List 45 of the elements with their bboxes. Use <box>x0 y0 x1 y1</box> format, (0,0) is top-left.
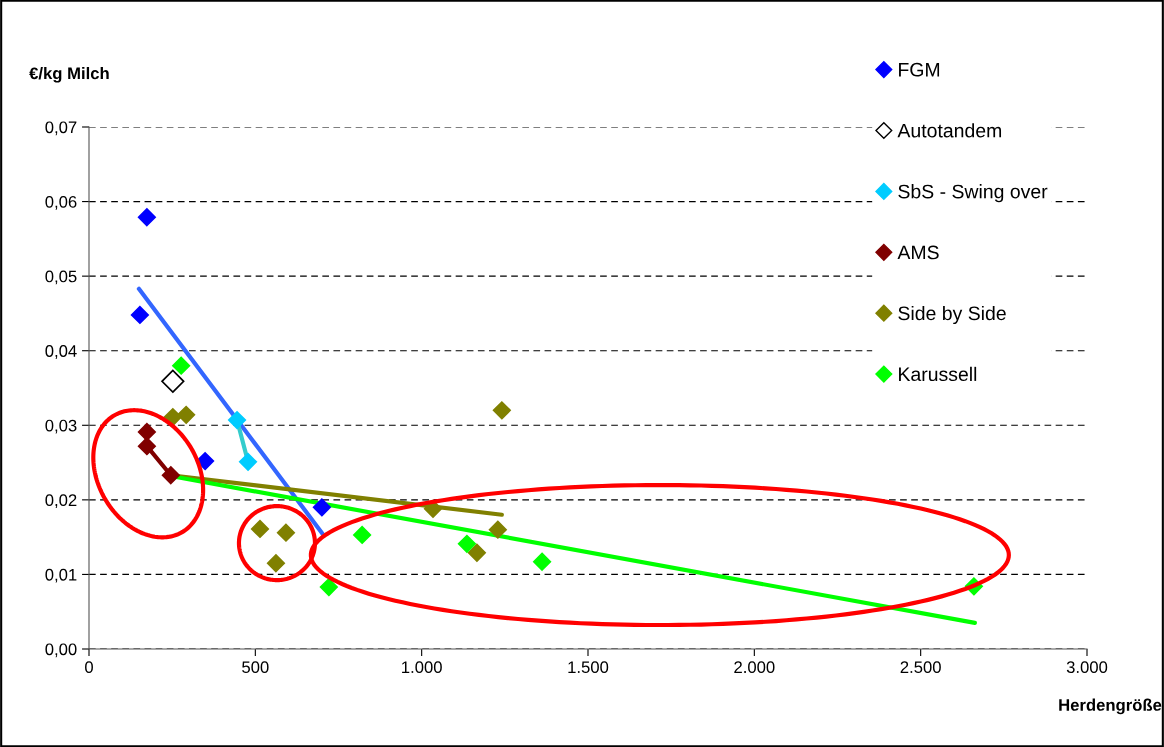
point <box>533 552 552 571</box>
x-tick-label: 1.000 <box>402 661 442 674</box>
legend-label: Karussell <box>899 366 977 382</box>
x-tick-label: 500 <box>242 661 269 674</box>
point <box>312 498 331 517</box>
point <box>488 520 507 539</box>
y-tick-label: 0,07 <box>45 121 77 136</box>
point <box>196 451 215 471</box>
y-tick-label: 0,04 <box>45 345 77 359</box>
x-axis-title: Herdengröße <box>1059 698 1162 715</box>
x-tick-label: 2.500 <box>900 661 941 674</box>
point <box>137 422 156 442</box>
legend-label: FGM <box>899 62 940 77</box>
y-axis-title: €/kg Milch <box>29 67 109 83</box>
x-tick-label: 0 <box>85 661 93 674</box>
point <box>137 208 156 227</box>
y-tick-label: 0,05 <box>45 270 77 285</box>
y-tick-label: 0,03 <box>45 419 77 434</box>
legend-label: Autotandem <box>897 123 1002 138</box>
point <box>353 525 372 544</box>
x-tick-label: 1.500 <box>568 661 609 674</box>
legend-label: SbS - Swing over <box>898 184 1048 203</box>
point <box>492 401 511 420</box>
y-tick-label: 0,02 <box>45 494 77 509</box>
point <box>161 369 185 393</box>
point <box>177 405 196 424</box>
point <box>172 356 191 375</box>
point <box>467 543 486 562</box>
point <box>238 452 258 471</box>
point <box>227 410 247 430</box>
legend-label: Side by Side <box>898 305 1006 325</box>
point <box>276 523 296 542</box>
y-tick-label: 0,01 <box>45 568 77 583</box>
point <box>130 305 149 325</box>
x-tick-label: 3.000 <box>1066 661 1108 674</box>
y-tick-label: 0,06 <box>45 195 77 210</box>
point <box>457 534 476 553</box>
point <box>250 519 270 539</box>
point <box>266 554 286 573</box>
legend-label: AMS <box>897 245 939 260</box>
y-tick-label: 0,00 <box>45 643 77 658</box>
point <box>161 466 180 485</box>
x-tick-label: 2.000 <box>734 661 775 674</box>
point <box>319 578 338 597</box>
point <box>137 437 156 456</box>
